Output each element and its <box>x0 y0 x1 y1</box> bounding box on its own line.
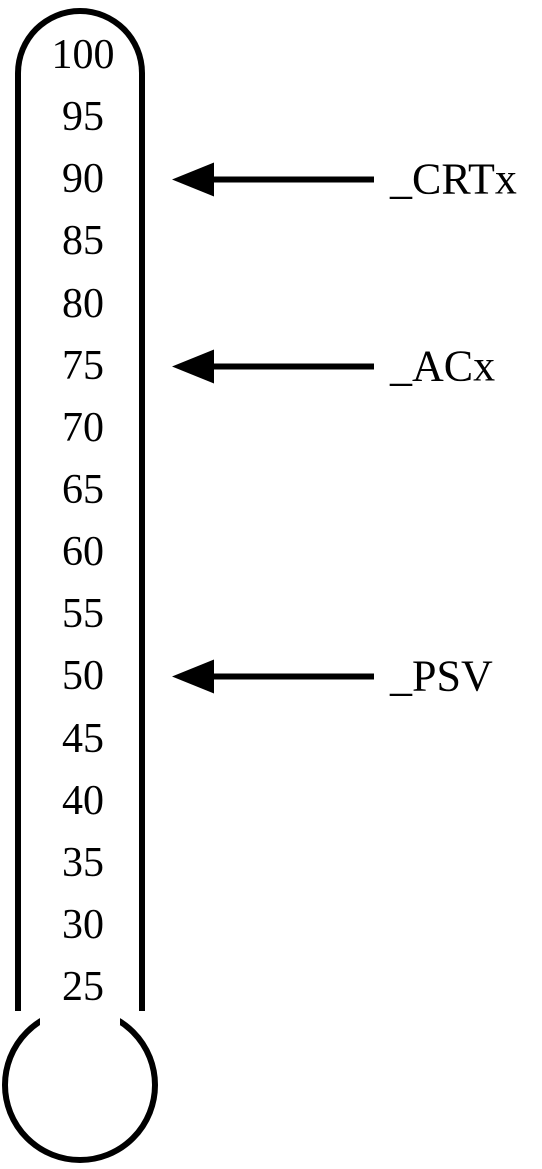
annotation-acx: _ACx <box>172 341 495 392</box>
annotation-label-psv: _PSV <box>390 651 493 702</box>
scale-label-25: 25 <box>15 963 145 1011</box>
annotation-psv: _PSV <box>172 651 493 702</box>
arrow-left-icon <box>172 657 374 695</box>
thermometer-bulb <box>2 1007 158 1163</box>
annotation-label-crtx: _CRTx <box>390 154 517 205</box>
scale-label-45: 45 <box>15 715 145 763</box>
scale-label-90: 90 <box>15 155 145 203</box>
scale-label-35: 35 <box>15 839 145 887</box>
scale-label-60: 60 <box>15 528 145 576</box>
scale-label-50: 50 <box>15 652 145 700</box>
arrow-left-icon <box>172 160 374 198</box>
scale-label-75: 75 <box>15 342 145 390</box>
scale-label-85: 85 <box>15 217 145 265</box>
scale-label-55: 55 <box>15 590 145 638</box>
scale-label-65: 65 <box>15 466 145 514</box>
scale-label-80: 80 <box>15 280 145 328</box>
scale-label-40: 40 <box>15 777 145 825</box>
annotation-label-acx: _ACx <box>390 341 495 392</box>
diagram-stage: 100 95 90 85 80 75 70 65 60 55 50 45 40 35 30 25 _CRTx _… <box>0 0 542 1169</box>
scale-label-100: 100 <box>15 31 145 79</box>
scale-label-70: 70 <box>15 404 145 452</box>
scale-label-95: 95 <box>15 93 145 141</box>
scale-label-30: 30 <box>15 901 145 949</box>
annotation-crtx: _CRTx <box>172 154 517 205</box>
arrow-left-icon <box>172 347 374 385</box>
